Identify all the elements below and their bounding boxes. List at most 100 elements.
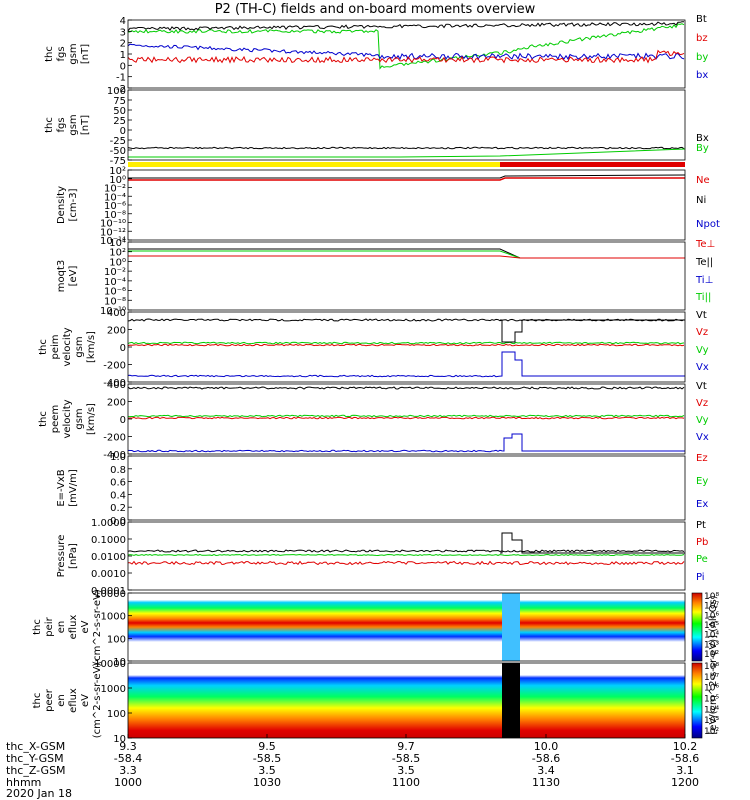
- y-tick-label: -1: [116, 73, 126, 84]
- legend-entry: Pt: [696, 520, 706, 531]
- legend-entry: Ti⊥: [695, 275, 713, 286]
- legend-entry: bx: [696, 70, 708, 81]
- mode-bar-fast: [500, 162, 685, 167]
- footer-value: 9.5: [258, 740, 276, 753]
- footer-value: 9.7: [397, 740, 415, 753]
- legend-entry: Vt: [696, 381, 707, 392]
- y-tick-label: 10²: [109, 248, 126, 259]
- colorbar-tick: 10⁶: [704, 611, 719, 621]
- footer-value: -58.5: [391, 752, 421, 765]
- y-axis-label: Density: [56, 186, 67, 224]
- y-tick-label: 0: [120, 343, 126, 354]
- footer-value: 10.0: [533, 740, 559, 753]
- y-tick-label: 0.8: [110, 465, 126, 476]
- electron-spectrogram: [128, 663, 685, 738]
- y-axis-label: thc: [44, 46, 55, 62]
- y-tick-label: 0: [120, 126, 126, 137]
- panel-frame: [127, 241, 686, 311]
- y-tick-label: 400: [107, 380, 126, 391]
- footer-label: thc_X-GSM: [6, 740, 66, 753]
- ion-vz-trace: [127, 343, 685, 347]
- footer-value: -58.6: [670, 752, 700, 765]
- y-tick-label: 10⁰: [109, 257, 126, 268]
- y-tick-label: 10: [113, 734, 126, 745]
- y-axis-label: eV: [80, 620, 91, 633]
- y-tick-label: 10⁻⁸: [104, 296, 126, 307]
- y-tick-label: 10⁻⁶: [104, 201, 126, 212]
- y-tick-label: 0.0001: [91, 586, 126, 597]
- y-tick-label: 1000: [101, 612, 126, 623]
- legend-entry: Te⊥: [695, 239, 715, 250]
- footer-y-row: thc_Y-GSM: [6, 752, 64, 765]
- footer-label: thc_Z-GSM: [6, 764, 66, 777]
- y-tick-label: 0.2: [110, 503, 126, 514]
- colorbar-ticks: 10⁸10⁷10⁶10⁵10⁴10³10²10⁸10⁷10⁶10⁵10⁴10³1…: [704, 592, 719, 737]
- y-axis-label: thc: [32, 693, 43, 709]
- y-tick-label: 2: [120, 39, 126, 50]
- legend-entry: Bx: [696, 133, 709, 144]
- y-tick-label: 0.0010: [91, 569, 126, 580]
- y-tick-label: 1000: [101, 684, 126, 695]
- y-tick-label: -200: [103, 433, 126, 444]
- legend-entry: Ni: [696, 195, 706, 206]
- y-tick-label: 10⁴: [109, 238, 126, 249]
- y-axis-label: moqt3: [56, 260, 67, 293]
- footer-x-row: thc_X-GSM: [6, 740, 65, 753]
- electron-colorbar: [691, 662, 703, 739]
- footer-date: 2020 Jan 18: [6, 787, 72, 800]
- colorbar-tick: 10⁴: [704, 631, 719, 641]
- ne-trace: [128, 177, 685, 181]
- legend-entry: Ne: [696, 175, 710, 186]
- y-axis-label: [km/s]: [86, 331, 97, 363]
- y-tick-label: 400: [107, 308, 126, 319]
- footer-value: 9.3: [119, 740, 137, 753]
- footer-value: -58.6: [531, 752, 561, 765]
- y-tick-label: 25: [113, 116, 126, 127]
- colorbar-tick: 10²: [704, 650, 719, 660]
- y-tick-label: 0.0: [110, 516, 126, 527]
- legend-entry: Ti||: [695, 292, 711, 303]
- y-tick-label: -200: [103, 361, 126, 372]
- footer-value: 3.3: [119, 764, 137, 777]
- legend-entry: Vt: [696, 310, 707, 321]
- y-axis-label: [mV/m]: [68, 469, 79, 507]
- footer-value: 10.2: [672, 740, 698, 753]
- colorbar-tick: 10⁴: [704, 705, 719, 715]
- legend-entry: Pb: [696, 537, 708, 548]
- panel-frame: [127, 662, 686, 739]
- ion-vt-step: [500, 319, 685, 343]
- y-tick-label: -25: [110, 136, 126, 147]
- y-tick-label: 50: [113, 106, 126, 117]
- legend-entry: Vz: [696, 398, 708, 409]
- pe-trace: [127, 553, 685, 557]
- y-tick-label: 1.0: [110, 452, 126, 463]
- legend-entry: Npot: [696, 219, 720, 230]
- footer-value: 3.5: [258, 764, 276, 777]
- footer-value: 3.4: [537, 764, 555, 777]
- y-axis-label: eflux: [68, 615, 79, 640]
- footer-value: 1030: [253, 776, 281, 789]
- elec-vz-trace: [127, 416, 685, 420]
- footer-value: 1100: [392, 776, 420, 789]
- footer-z-row: thc_Z-GSM: [6, 764, 66, 777]
- y-tick-label: 10⁻⁴: [104, 192, 126, 203]
- y-tick-label: 100: [107, 709, 126, 720]
- panel-frame: [127, 521, 686, 591]
- panel-frames: [127, 19, 686, 739]
- legend-entry: bz: [696, 33, 708, 44]
- y-tick-label: 0: [120, 415, 126, 426]
- y-tick-label: -400: [103, 450, 126, 461]
- panel-frame: [127, 311, 686, 383]
- y-tick-label: 200: [107, 326, 126, 337]
- panel-frame: [127, 592, 686, 662]
- bz-trace: [127, 49, 685, 64]
- y-tick-label: 100: [107, 86, 126, 97]
- legend-entry: Vy: [696, 415, 709, 426]
- y-tick-label: 100: [107, 634, 126, 645]
- y-tick-label: 0.4: [110, 490, 126, 501]
- colorbar-tick: 10⁷: [704, 673, 719, 683]
- y-axis-labels: thc fgs gsm [nT]thc fgs gsm [nT]Density [cm-3]m…: [32, 43, 103, 738]
- y-tick-label: 10⁻¹⁰: [100, 219, 126, 230]
- y-axis-label: gsm: [68, 43, 79, 64]
- plot-title: P2 (TH-C) fields and on-board moments ov…: [214, 2, 536, 17]
